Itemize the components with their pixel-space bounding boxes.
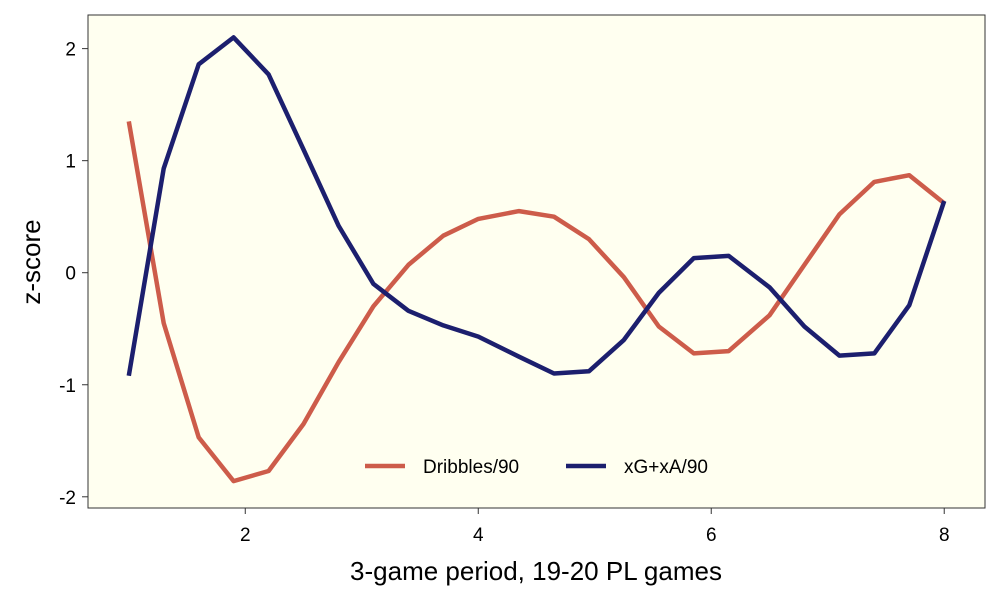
legend-label: Dribbles/90 xyxy=(423,457,519,478)
y-tick-label: 2 xyxy=(65,40,76,61)
legend: Dribbles/90 xG+xA/90 xyxy=(365,457,708,478)
series-lines xyxy=(126,35,947,484)
y-tick-label: 0 xyxy=(65,264,76,285)
x-axis-label: 3-game period, 19-20 PL games xyxy=(350,556,722,586)
x-tick-label: 4 xyxy=(473,525,484,546)
y-axis-label: z-score xyxy=(16,219,46,304)
x-tick-label: 2 xyxy=(240,525,251,546)
y-tick-label: -2 xyxy=(59,488,76,509)
x-tick-label: 8 xyxy=(939,525,950,546)
y-tick-label: -1 xyxy=(59,376,76,397)
axes: -2 -1 0 1 2 2 4 6 8 xyxy=(59,40,949,546)
plot-background xyxy=(87,14,986,509)
series-line-2 xyxy=(126,35,947,377)
legend-label: xG+xA/90 xyxy=(624,457,708,478)
y-tick-label: 1 xyxy=(65,152,76,173)
series-line-1 xyxy=(126,121,946,484)
x-tick-label: 6 xyxy=(706,525,717,546)
